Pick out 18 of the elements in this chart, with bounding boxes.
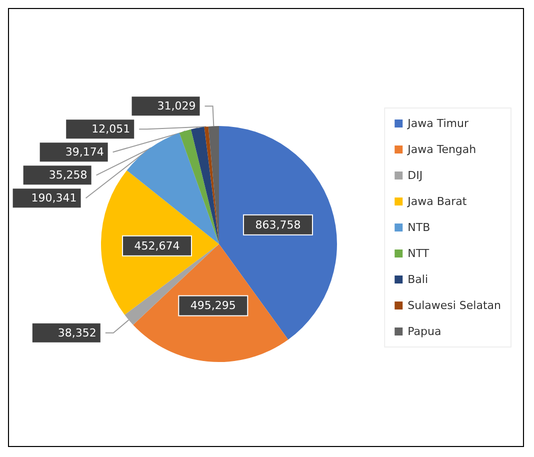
data-label: 495,295 bbox=[190, 299, 236, 312]
legend-label: Jawa Tengah bbox=[406, 143, 476, 156]
legend-label: Papua bbox=[408, 325, 442, 338]
legend-label: NTT bbox=[408, 247, 430, 260]
data-label: 452,674 bbox=[134, 239, 180, 252]
data-label: 31,029 bbox=[157, 100, 196, 113]
legend-label: Jawa Timur bbox=[406, 117, 469, 130]
legend-label: Jawa Barat bbox=[406, 195, 468, 208]
data-label: 35,258 bbox=[48, 168, 88, 182]
legend-label: Sulawesi Selatan bbox=[408, 299, 502, 312]
legend-label: DIJ bbox=[408, 169, 423, 182]
legend-label: Bali bbox=[408, 273, 428, 286]
data-label: 190,341 bbox=[31, 192, 77, 205]
data-label: 863,758 bbox=[255, 218, 301, 232]
data-label: 12,051 bbox=[92, 122, 130, 136]
data-label: 39,174 bbox=[65, 146, 104, 159]
legend-label: NTB bbox=[408, 221, 430, 234]
data-label: 38,352 bbox=[58, 326, 96, 340]
